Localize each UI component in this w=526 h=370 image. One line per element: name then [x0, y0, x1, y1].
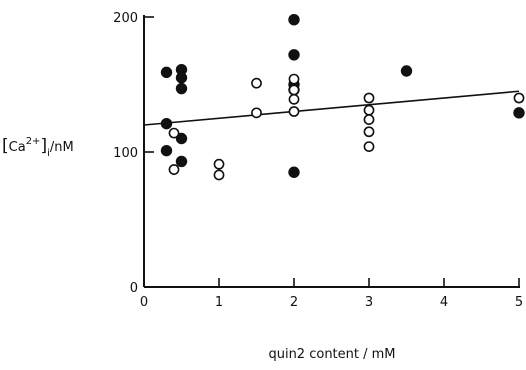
open-point-14 [363, 141, 375, 152]
axes [143, 15, 520, 288]
regression-line-group [143, 90, 520, 126]
open-point-0 [168, 127, 180, 139]
filled-point-5 [175, 82, 188, 95]
y-axis-label: [Ca2+]i/nM [2, 136, 74, 159]
x-tick-label-0: 0 [140, 295, 148, 310]
y-axis-label-bracket-close: ] [40, 136, 47, 156]
y-tick-label-0: 0 [130, 281, 138, 296]
filled-point-1 [160, 117, 173, 130]
x-tick-label-3: 3 [365, 295, 373, 310]
y-axis-label-unit: /nM [50, 140, 74, 155]
open-point-5 [251, 107, 262, 119]
open-point-7 [288, 84, 300, 96]
x-tick-label-1: 1 [215, 295, 223, 310]
filled-point-7 [175, 155, 188, 168]
open-point-8 [288, 93, 300, 105]
filled-point-14 [513, 107, 525, 119]
x-ticks: 0 1 2 3 4 5 [140, 278, 523, 310]
filled-point-13 [400, 65, 413, 77]
filled-point-6 [175, 132, 188, 145]
x-tick-label-5: 5 [515, 295, 523, 310]
filled-point-8 [288, 14, 300, 26]
open-point-3 [213, 169, 225, 181]
open-point-10 [363, 92, 375, 104]
y-tick-label-200: 200 [113, 11, 138, 26]
y-axis-label-bracket-open: [ [2, 136, 9, 156]
x-tick-label-4: 4 [440, 295, 448, 310]
filled-point-0 [160, 66, 173, 79]
y-axis-label-ion: Ca [9, 140, 26, 155]
x-axis-label: quin2 content / mM [268, 347, 395, 362]
y-axis-label-charge: 2+ [26, 136, 41, 147]
y-axis-label-subscript: i [47, 148, 50, 159]
filled-point-4 [175, 72, 188, 84]
open-point-9 [288, 106, 300, 117]
open-point-12 [363, 114, 375, 125]
filled-point-2 [160, 144, 173, 157]
open-point-13 [363, 126, 375, 138]
open-point-1 [168, 164, 180, 175]
data-points [160, 14, 525, 181]
x-tick-label-2: 2 [290, 295, 298, 310]
y-ticks: 0 100 200 [113, 11, 154, 296]
open-point-15 [513, 92, 525, 104]
regression-line [143, 90, 520, 126]
open-point-11 [363, 104, 375, 116]
filled-point-12 [288, 166, 300, 178]
open-point-2 [213, 158, 225, 170]
open-point-4 [251, 77, 262, 89]
open-point-6 [288, 73, 300, 85]
y-tick-label-100: 100 [113, 146, 138, 161]
filled-point-9 [288, 49, 300, 61]
